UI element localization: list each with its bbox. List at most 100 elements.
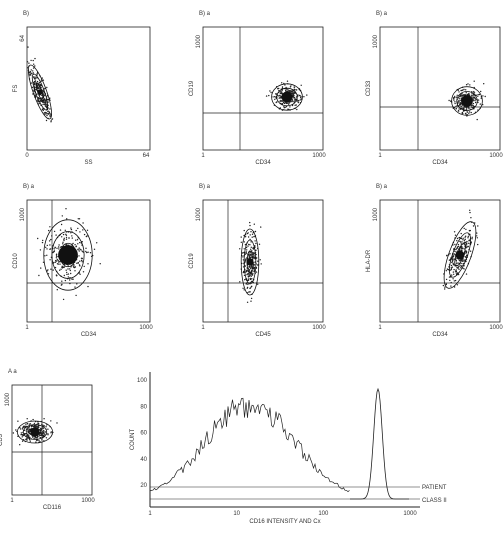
event-dot bbox=[464, 259, 466, 261]
density-contour bbox=[16, 420, 54, 444]
event-dot bbox=[241, 252, 244, 254]
event-dot bbox=[293, 99, 296, 101]
event-dot bbox=[250, 300, 252, 302]
event-dot bbox=[257, 260, 259, 262]
event-dot bbox=[38, 426, 40, 429]
event-dot bbox=[35, 441, 37, 443]
event-dot bbox=[55, 257, 58, 259]
event-dot bbox=[295, 89, 297, 91]
event-dot bbox=[453, 268, 455, 271]
event-dot bbox=[34, 80, 37, 82]
plot-frame bbox=[379, 26, 501, 151]
event-dot bbox=[260, 226, 262, 228]
event-dot bbox=[452, 257, 454, 259]
event-dot bbox=[239, 281, 241, 283]
event-dot bbox=[472, 97, 474, 99]
event-dot bbox=[40, 429, 43, 431]
event-dot bbox=[67, 273, 70, 275]
event-dot bbox=[462, 113, 464, 115]
event-dot bbox=[453, 98, 455, 100]
event-dot bbox=[36, 437, 38, 439]
event-dot bbox=[453, 107, 456, 109]
event-dot bbox=[257, 283, 259, 285]
event-dot bbox=[277, 88, 279, 90]
event-dot bbox=[41, 423, 43, 425]
x-tick-label: 0 bbox=[25, 153, 29, 159]
density-core bbox=[455, 250, 465, 260]
event-dot bbox=[63, 238, 65, 241]
event-dot bbox=[455, 251, 457, 253]
event-dot bbox=[28, 62, 30, 64]
event-dot bbox=[463, 240, 466, 242]
event-dot bbox=[26, 439, 28, 441]
event-dot bbox=[37, 86, 39, 89]
event-dot bbox=[69, 282, 71, 285]
event-dot bbox=[460, 97, 462, 100]
event-dot bbox=[32, 70, 34, 72]
event-dot bbox=[73, 265, 75, 267]
panel: B) SS FS 0 64 64 bbox=[13, 11, 151, 166]
event-dot bbox=[468, 112, 470, 115]
event-dot bbox=[471, 104, 473, 106]
event-dot bbox=[295, 98, 297, 100]
event-dot bbox=[460, 267, 462, 269]
y-tick-label: 1000 bbox=[373, 207, 379, 221]
event-dot bbox=[284, 84, 286, 86]
panel-label: B) a bbox=[376, 11, 388, 17]
event-dot bbox=[242, 271, 245, 274]
event-dot bbox=[476, 232, 478, 234]
event-dot bbox=[281, 92, 283, 94]
event-dot bbox=[465, 84, 468, 86]
event-dot bbox=[37, 422, 40, 425]
event-dot bbox=[26, 431, 28, 433]
event-dot bbox=[476, 237, 478, 239]
event-dot bbox=[29, 73, 31, 75]
event-dot bbox=[453, 280, 455, 282]
event-dot bbox=[244, 265, 246, 267]
event-dot bbox=[245, 282, 248, 285]
plot-frame bbox=[26, 199, 151, 323]
event-dot bbox=[475, 98, 477, 101]
event-dot bbox=[82, 222, 84, 224]
event-dot bbox=[283, 102, 286, 105]
event-dot bbox=[285, 102, 288, 104]
y-axis-label: CD19 bbox=[189, 80, 195, 96]
event-dot bbox=[450, 264, 453, 267]
event-dot bbox=[455, 260, 457, 262]
event-dot bbox=[243, 289, 245, 291]
event-dot bbox=[245, 270, 248, 273]
event-dot bbox=[453, 231, 456, 233]
event-dot bbox=[452, 255, 454, 258]
event-dot bbox=[45, 102, 47, 104]
event-dot bbox=[77, 218, 80, 220]
event-dot bbox=[57, 246, 60, 248]
event-dot bbox=[56, 275, 58, 277]
event-dot bbox=[73, 266, 76, 269]
event-dot bbox=[81, 250, 84, 252]
event-dot bbox=[248, 266, 251, 268]
event-dot bbox=[26, 435, 28, 437]
density-core bbox=[246, 258, 254, 266]
event-dot bbox=[272, 96, 274, 98]
event-dot bbox=[465, 92, 467, 94]
event-dot bbox=[70, 272, 72, 275]
event-dot bbox=[247, 236, 250, 238]
event-dot bbox=[99, 263, 101, 265]
event-dot bbox=[274, 98, 276, 101]
event-dot bbox=[471, 238, 473, 240]
event-dot bbox=[291, 90, 293, 93]
event-dot bbox=[450, 100, 452, 102]
event-dot bbox=[44, 101, 46, 103]
x-tick-label: 1000 bbox=[489, 153, 503, 159]
event-dot bbox=[58, 248, 60, 250]
x-tick-label: 1 bbox=[378, 153, 382, 159]
event-dot bbox=[40, 84, 42, 87]
event-dot bbox=[244, 236, 247, 238]
event-dot bbox=[39, 436, 41, 439]
event-dot bbox=[249, 253, 251, 255]
event-dot bbox=[61, 215, 63, 217]
event-dot bbox=[303, 96, 305, 98]
event-dot bbox=[288, 103, 290, 105]
event-dot bbox=[450, 267, 452, 269]
event-dot bbox=[75, 239, 77, 241]
